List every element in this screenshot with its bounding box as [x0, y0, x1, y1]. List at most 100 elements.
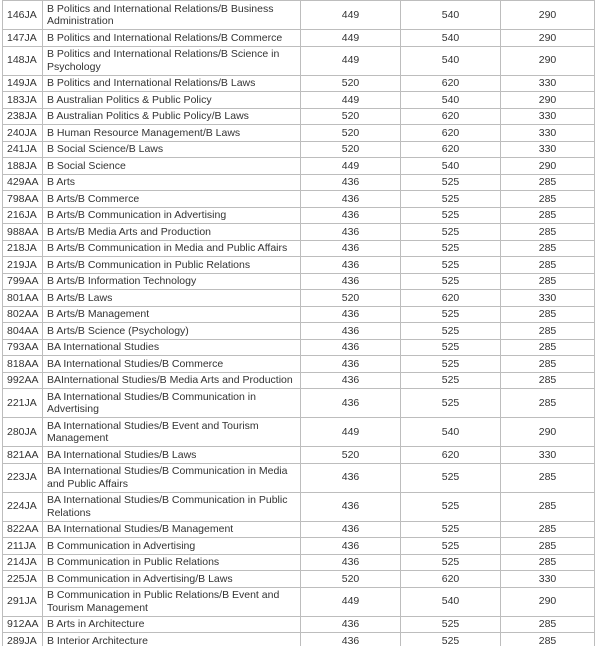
score-c-cell: 285: [500, 256, 595, 274]
score-a-cell: 520: [300, 124, 401, 142]
score-b-cell: 525: [400, 615, 501, 633]
score-c-cell: 285: [500, 322, 595, 340]
code-cell: 992AA: [2, 371, 43, 389]
score-a-cell: 436: [300, 553, 401, 571]
code-cell: 218JA: [2, 239, 43, 257]
program-cell: B Arts/B Communication in Media and Publ…: [42, 239, 301, 257]
code-cell: 804AA: [2, 322, 43, 340]
score-a-cell: 449: [300, 0, 401, 30]
code-cell: 822AA: [2, 520, 43, 538]
score-b-cell: 540: [400, 157, 501, 175]
code-cell: 793AA: [2, 338, 43, 356]
score-b-cell: 525: [400, 206, 501, 224]
table-row: 992AA BAInternational Studies/B Media Art…: [2, 371, 595, 389]
score-c-cell: 285: [500, 462, 595, 493]
code-cell: 146JA: [2, 0, 43, 30]
score-a-cell: 436: [300, 173, 401, 191]
score-a-cell: 436: [300, 206, 401, 224]
score-c-cell: 285: [500, 371, 595, 389]
program-cell: B Arts/B Commerce: [42, 190, 301, 208]
program-cell: B Arts/B Communication in Advertising: [42, 206, 301, 224]
program-cell: B Politics and International Relations/B…: [42, 45, 301, 76]
table-row: 793AA BA International Studies 436 525 285: [2, 338, 595, 356]
code-cell: 799AA: [2, 272, 43, 290]
score-a-cell: 520: [300, 570, 401, 588]
score-b-cell: 620: [400, 74, 501, 92]
score-b-cell: 525: [400, 462, 501, 493]
program-cell: BA International Studies/B Event and Tou…: [42, 417, 301, 447]
program-cell: BA International Studies/B Communication…: [42, 491, 301, 522]
score-a-cell: 436: [300, 223, 401, 241]
score-b-cell: 525: [400, 239, 501, 257]
program-cell: BA International Studies/B Communication…: [42, 462, 301, 493]
code-cell: 225JA: [2, 570, 43, 588]
program-cell: B Interior Architecture: [42, 632, 301, 646]
score-b-cell: 620: [400, 140, 501, 158]
score-b-cell: 620: [400, 570, 501, 588]
score-c-cell: 330: [500, 289, 595, 307]
program-cell: B Human Resource Management/B Laws: [42, 124, 301, 142]
score-c-cell: 330: [500, 446, 595, 464]
program-cell: B Arts: [42, 173, 301, 191]
code-cell: 821AA: [2, 446, 43, 464]
score-b-cell: 525: [400, 223, 501, 241]
score-a-cell: 449: [300, 586, 401, 617]
score-b-cell: 525: [400, 338, 501, 356]
score-a-cell: 436: [300, 615, 401, 633]
score-a-cell: 520: [300, 107, 401, 125]
table-row: 429AA B Arts 436 525 285: [2, 173, 595, 191]
program-cell: BAInternational Studies/B Media Arts and…: [42, 371, 301, 389]
score-a-cell: 436: [300, 239, 401, 257]
score-c-cell: 285: [500, 239, 595, 257]
score-c-cell: 285: [500, 632, 595, 646]
score-a-cell: 520: [300, 140, 401, 158]
table-row: 214JA B Communication in Public Relations…: [2, 553, 595, 571]
program-cell: B Communication in Advertising/B Laws: [42, 570, 301, 588]
code-cell: 241JA: [2, 140, 43, 158]
code-cell: 802AA: [2, 305, 43, 323]
code-cell: 211JA: [2, 537, 43, 555]
program-cell: B Australian Politics & Public Policy/B …: [42, 107, 301, 125]
score-b-cell: 540: [400, 417, 501, 447]
table-row: 799AA B Arts/B Information Technology 436 5…: [2, 272, 595, 290]
score-b-cell: 525: [400, 371, 501, 389]
score-c-cell: 290: [500, 586, 595, 617]
table-row: 225JA B Communication in Advertising/B La…: [2, 570, 595, 588]
table-row: 804AA B Arts/B Science (Psychology) 436 525…: [2, 322, 595, 340]
code-cell: 801AA: [2, 289, 43, 307]
program-cell: B Politics and International Relations/B…: [42, 29, 301, 47]
score-b-cell: 540: [400, 45, 501, 76]
code-cell: 224JA: [2, 491, 43, 522]
table-row: 183JA B Australian Politics & Public Poli…: [2, 91, 595, 109]
program-cell: B Communication in Public Relations/B Ev…: [42, 586, 301, 617]
table-row: 219JA B Arts/B Communication in Public Re…: [2, 256, 595, 274]
table-row: 188JA B Social Science 449 540 290: [2, 157, 595, 175]
score-b-cell: 540: [400, 91, 501, 109]
program-cell: B Arts/B Communication in Public Relatio…: [42, 256, 301, 274]
score-a-cell: 449: [300, 45, 401, 76]
program-cell: B Australian Politics & Public Policy: [42, 91, 301, 109]
score-a-cell: 436: [300, 388, 401, 418]
score-b-cell: 525: [400, 491, 501, 522]
score-c-cell: 290: [500, 91, 595, 109]
program-cell: B Politics and International Relations/B…: [42, 74, 301, 92]
score-c-cell: 285: [500, 338, 595, 356]
table-row: 241JA B Social Science/B Laws 520 620 330: [2, 140, 595, 158]
program-cell: B Arts/B Media Arts and Production: [42, 223, 301, 241]
score-a-cell: 449: [300, 29, 401, 47]
table-row: 238JA B Australian Politics & Public Poli…: [2, 107, 595, 125]
table-row: 216JA B Arts/B Communication in Advertisi…: [2, 206, 595, 224]
score-b-cell: 525: [400, 272, 501, 290]
code-cell: 988AA: [2, 223, 43, 241]
table-row: 149JA B Politics and International Relati…: [2, 74, 595, 92]
program-cell: BA International Studies/B Commerce: [42, 355, 301, 373]
table-row: 147JA B Politics and International Relati…: [2, 29, 595, 47]
score-a-cell: 436: [300, 520, 401, 538]
score-c-cell: 290: [500, 157, 595, 175]
score-a-cell: 520: [300, 446, 401, 464]
score-c-cell: 290: [500, 45, 595, 76]
code-cell: 149JA: [2, 74, 43, 92]
score-c-cell: 285: [500, 388, 595, 418]
